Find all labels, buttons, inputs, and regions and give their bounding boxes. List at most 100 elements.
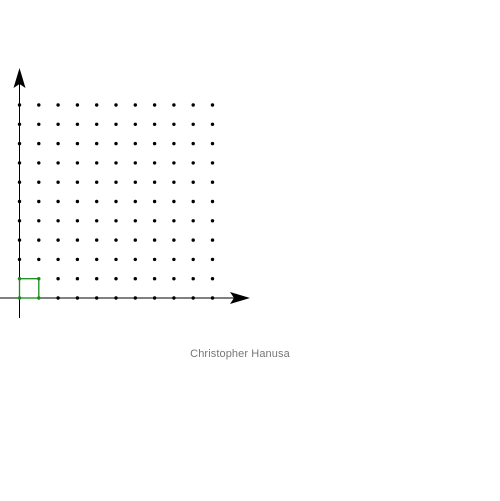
lattice-point-7-8 <box>152 141 157 146</box>
lattice-point-6-3 <box>133 238 137 242</box>
lattice-point-10-8 <box>210 141 215 146</box>
lattice-point-2-6 <box>56 180 60 184</box>
lattice-point-7-7 <box>152 161 157 165</box>
lattice-point-2-7 <box>56 161 60 165</box>
lattice-point-6-7 <box>133 161 137 165</box>
lattice-point-10-7 <box>210 161 215 165</box>
lattice-point-4-7 <box>95 161 99 165</box>
lattice-point-6-4 <box>133 219 137 223</box>
lattice-point-1-4 <box>37 219 41 223</box>
lattice-point-10-2 <box>210 257 215 262</box>
lattice-point-1-7 <box>37 161 41 165</box>
lattice-point-0-1 <box>17 277 22 281</box>
lattice-point-10-9 <box>210 122 215 127</box>
lattice-point-9-0 <box>191 296 195 300</box>
lattice-point-4-6 <box>95 180 99 184</box>
lattice-point-5-1 <box>114 277 118 281</box>
lattice-point-0-7 <box>17 161 22 165</box>
lattice-point-1-2 <box>37 257 41 262</box>
lattice-point-8-2 <box>172 257 176 262</box>
lattice-point-3-9 <box>75 122 80 127</box>
lattice-point-4-8 <box>95 141 99 146</box>
lattice-point-3-6 <box>75 180 80 184</box>
lattice-point-2-3 <box>56 238 60 242</box>
lattice-point-3-7 <box>75 161 80 165</box>
lattice-point-1-3 <box>37 238 41 242</box>
lattice-point-2-5 <box>56 199 60 204</box>
lattice-point-8-6 <box>172 180 176 184</box>
lattice-point-7-3 <box>152 238 157 242</box>
lattice-point-7-2 <box>152 257 157 262</box>
lattice-point-2-2 <box>56 257 60 262</box>
author-credit: Christopher Hanusa <box>190 348 290 360</box>
lattice-point-5-10 <box>114 103 118 107</box>
lattice-point-2-0 <box>56 296 60 300</box>
lattice-point-8-5 <box>172 199 176 204</box>
lattice-point-3-4 <box>75 219 80 223</box>
lattice-point-3-8 <box>75 141 80 146</box>
lattice-point-6-5 <box>133 199 137 204</box>
lattice-point-8-1 <box>172 277 176 281</box>
lattice-point-10-0 <box>210 296 215 300</box>
lattice-point-6-9 <box>133 122 137 127</box>
lattice-point-1-1 <box>37 277 41 281</box>
lattice-point-8-8 <box>172 141 176 146</box>
lattice-point-1-6 <box>37 180 41 184</box>
lattice-point-10-4 <box>210 219 215 223</box>
lattice-point-0-0 <box>17 296 22 300</box>
lattice-point-7-0 <box>152 296 157 300</box>
lattice-point-9-2 <box>191 257 195 262</box>
lattice-point-8-3 <box>172 238 176 242</box>
lattice-point-4-3 <box>95 238 99 242</box>
y-axis-arrowhead <box>13 68 26 88</box>
lattice-point-1-9 <box>37 122 41 127</box>
lattice-point-5-4 <box>114 219 118 223</box>
lattice-point-5-5 <box>114 199 118 204</box>
lattice-point-2-8 <box>56 141 60 146</box>
lattice-point-3-0 <box>75 296 80 300</box>
lattice-point-9-5 <box>191 199 195 204</box>
lattice-point-3-2 <box>75 257 80 262</box>
lattice-point-5-6 <box>114 180 118 184</box>
lattice-point-9-8 <box>191 141 195 146</box>
lattice-point-8-10 <box>172 103 176 107</box>
lattice-point-8-9 <box>172 122 176 127</box>
lattice-point-6-2 <box>133 257 137 262</box>
lattice-point-7-5 <box>152 199 157 204</box>
lattice-point-0-9 <box>17 122 22 127</box>
lattice-point-4-10 <box>95 103 99 107</box>
lattice-point-9-3 <box>191 238 195 242</box>
lattice-point-0-10 <box>17 103 22 107</box>
lattice-point-10-1 <box>210 277 215 281</box>
lattice-point-0-4 <box>17 219 22 223</box>
lattice-point-4-9 <box>95 122 99 127</box>
lattice-point-2-9 <box>56 122 60 127</box>
lattice-point-2-1 <box>56 277 60 281</box>
lattice-point-7-4 <box>152 219 157 223</box>
lattice-point-9-9 <box>191 122 195 127</box>
lattice-point-0-2 <box>17 257 22 262</box>
highlight-square <box>18 278 40 299</box>
lattice-point-7-6 <box>152 180 157 184</box>
lattice-point-6-8 <box>133 141 137 146</box>
lattice-point-5-8 <box>114 141 118 146</box>
lattice-point-9-6 <box>191 180 195 184</box>
lattice-point-0-5 <box>17 199 22 204</box>
lattice-point-6-1 <box>133 277 137 281</box>
lattice-point-4-1 <box>95 277 99 281</box>
lattice-point-5-2 <box>114 257 118 262</box>
lattice-point-8-4 <box>172 219 176 223</box>
lattice-point-9-7 <box>191 161 195 165</box>
lattice-point-3-5 <box>75 199 80 204</box>
lattice-point-4-0 <box>95 296 99 300</box>
lattice-point-5-9 <box>114 122 118 127</box>
lattice-point-3-1 <box>75 277 80 281</box>
lattice-point-9-1 <box>191 277 195 281</box>
lattice-point-0-3 <box>17 238 22 242</box>
lattice-point-5-0 <box>114 296 118 300</box>
lattice-point-0-8 <box>17 141 22 146</box>
lattice-point-6-0 <box>133 296 137 300</box>
x-axis-arrowhead <box>230 292 250 304</box>
lattice-point-9-4 <box>191 219 195 223</box>
